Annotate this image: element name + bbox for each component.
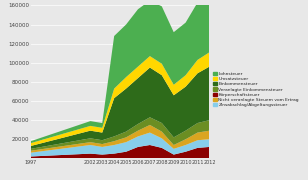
- Legend: Lohnsteuer, Umsatzsteuer, Einkommensteuer, Veranlagte Einkommensteuer, Körpersch: Lohnsteuer, Umsatzsteuer, Einkommensteue…: [213, 72, 299, 107]
